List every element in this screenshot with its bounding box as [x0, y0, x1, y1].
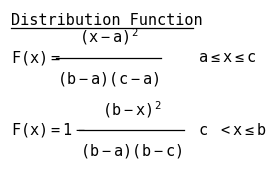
Text: $\mathtt{F(x) = 1-}$: $\mathtt{F(x) = 1-}$ — [11, 121, 85, 139]
Text: $\mathtt{(x-a)^2}$: $\mathtt{(x-a)^2}$ — [79, 27, 138, 47]
Text: $\mathtt{c\ \ < x \leq b}$: $\mathtt{c\ \ < x \leq b}$ — [198, 122, 267, 138]
Text: $\mathtt{(b-a)(c-a)}$: $\mathtt{(b-a)(c-a)}$ — [57, 70, 160, 88]
Text: $\mathtt{(b-x)^2}$: $\mathtt{(b-x)^2}$ — [102, 99, 161, 120]
Text: $\mathtt{a \leq x \leq c}$: $\mathtt{a \leq x \leq c}$ — [198, 50, 257, 65]
Text: $\mathtt{F(x) =}$: $\mathtt{F(x) =}$ — [11, 49, 61, 67]
Text: Distribution Function: Distribution Function — [11, 13, 202, 28]
Text: $\mathtt{(b-a)(b-c)}$: $\mathtt{(b-a)(b-c)}$ — [80, 142, 183, 160]
